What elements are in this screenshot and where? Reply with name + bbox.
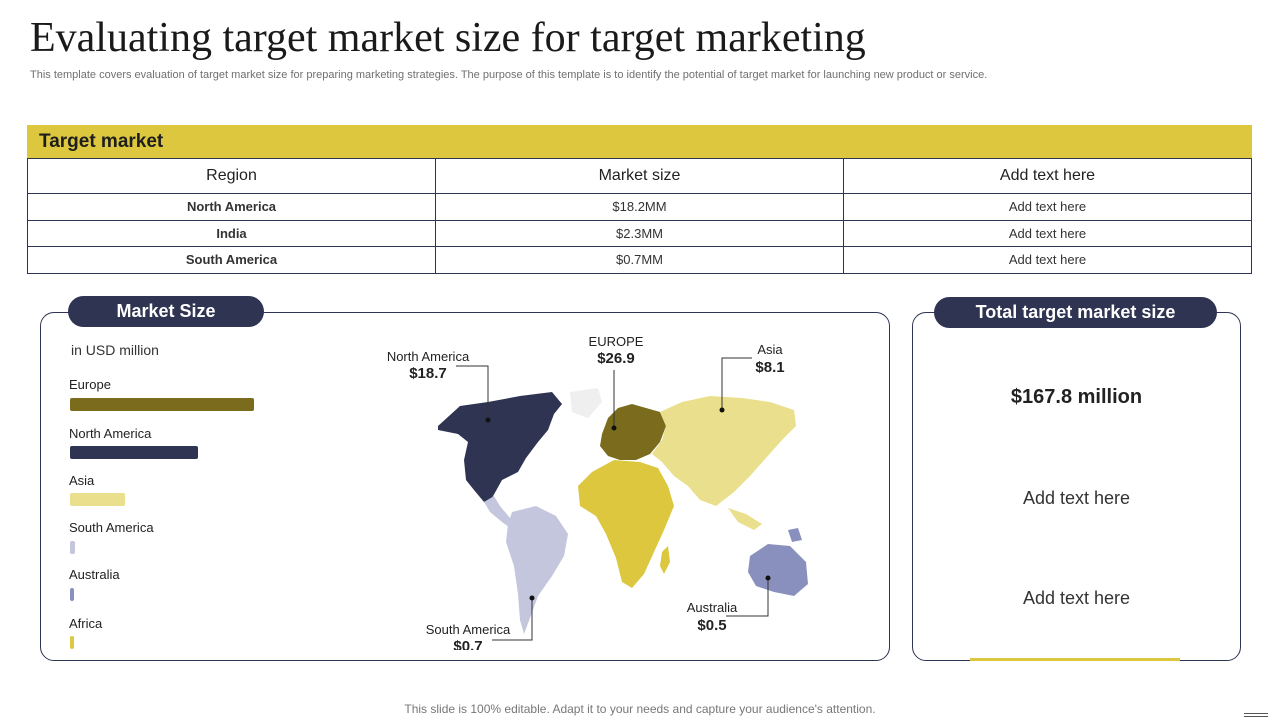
australia-map-value: $0.5 [697,617,726,634]
new-guinea-shape [788,528,802,542]
asia-leader [721,357,752,410]
table-row: South America $0.7MM Add text here [27,246,1252,274]
greenland-shape [570,388,602,418]
north-america-marker [485,417,491,423]
bar-label-south-america: South America [69,520,154,535]
south-america-shape [506,506,568,634]
southeast-asia-shape [728,508,762,530]
bar-asia [70,493,126,506]
australia-shape [748,544,808,596]
bar-africa [70,636,74,649]
total-market-heading: Total target market size [934,297,1217,328]
australia-leader [726,578,769,617]
madagascar-shape [660,546,670,574]
table-header: Target market [27,125,1252,158]
bar-europe [70,398,254,411]
south-america-map-value: $0.7 [453,638,482,650]
asia-marker [719,407,725,413]
cell-market-size: $2.3MM [435,219,844,247]
footer-note: This slide is 100% editable. Adapt it to… [404,702,876,716]
column-header-market-size: Market size [435,158,844,194]
africa-shape [578,460,674,588]
north-america-leader [456,365,489,420]
total-text-2: Add text here [1022,588,1131,608]
cell-market-size: $18.2MM [435,193,844,221]
bar-south-america [70,541,75,554]
table-row: North America $18.2MM Add text here [27,193,1252,221]
europe-marker [611,425,617,431]
cell-region: South America [27,246,436,274]
cell-note: Add text here [843,246,1252,274]
cell-note: Add text here [843,193,1252,221]
target-market-table: Target market Region Market size Add tex… [27,125,1252,274]
market-size-heading: Market Size [68,296,264,327]
table-row: India $2.3MM Add text here [27,219,1252,247]
asia-map-label: Asia [757,342,783,357]
europe-map-label: EUROPE [589,334,644,349]
page-title: Evaluating target market size for target… [30,15,866,61]
bar-label-europe: Europe [69,377,111,392]
europe-map-value: $26.9 [597,350,635,367]
bar-label-africa: Africa [69,616,103,631]
market-size-panel [40,312,890,661]
asia-shape [652,396,796,506]
europe-shape [600,404,666,460]
total-text-1: Add text here [1022,488,1131,508]
north-america-shape [438,392,562,502]
cell-note: Add text here [843,219,1252,247]
asia-map-value: $8.1 [755,359,784,376]
corner-decoration [1244,716,1268,717]
cell-market-size: $0.7MM [435,246,844,274]
south-america-leader [492,598,533,641]
bar-label-north-america: North America [69,426,152,441]
page-subtitle: This template covers evaluation of targe… [30,69,988,81]
south-america-marker [529,595,535,601]
column-header-region: Region [27,158,436,194]
corner-decoration [1244,713,1268,714]
world-map: North America $18.7 EUROPE $26.9 Asia $8… [387,334,808,650]
bar-north-america [70,446,198,459]
bar-australia [70,588,74,601]
bar-label-australia: Australia [69,567,120,582]
north-america-map-value: $18.7 [409,365,447,382]
total-market-value: $167.8 million [1010,386,1143,408]
north-america-map-label: North America [387,349,470,364]
bar-label-asia: Asia [69,473,95,488]
australia-marker [765,575,771,581]
table-header-row: Region Market size Add text here [27,158,1252,194]
column-header-notes: Add text here [843,158,1252,194]
accent-line [970,658,1180,661]
unit-label: in USD million [71,342,159,358]
south-america-map-label: South America [426,622,511,637]
australia-map-label: Australia [687,600,738,615]
cell-region: India [27,219,436,247]
cell-region: North America [27,193,436,221]
